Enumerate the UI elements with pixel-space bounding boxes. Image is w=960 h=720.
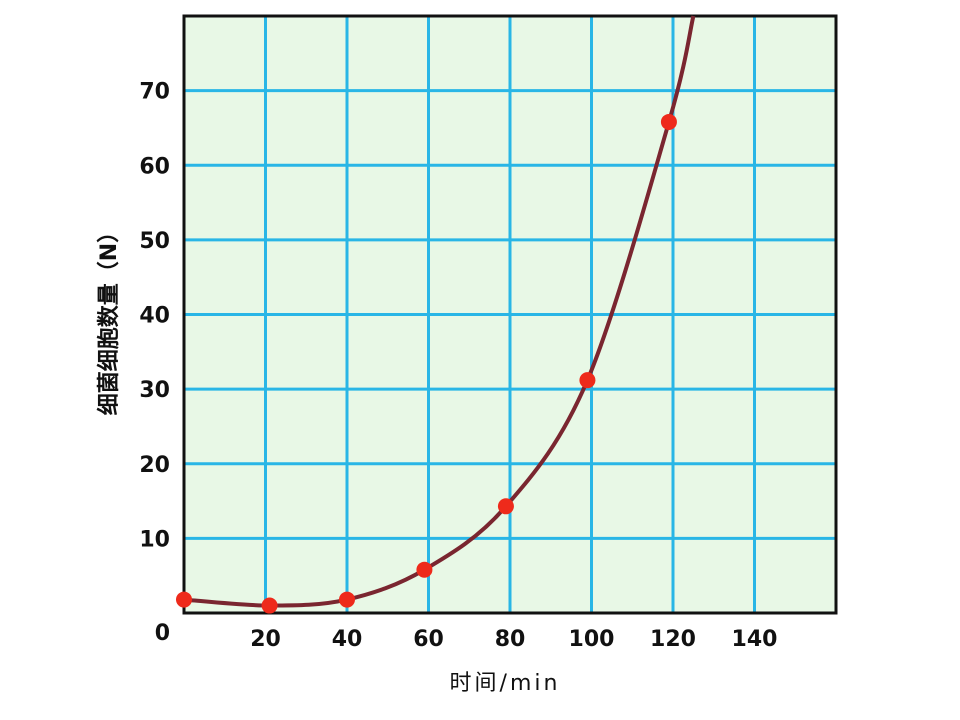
x-tick-label: 20 [250, 627, 281, 652]
y-tick-label: 60 [139, 154, 170, 179]
y-tick-label: 40 [139, 304, 170, 329]
data-point [579, 372, 596, 389]
grid [184, 16, 836, 613]
y-tick-label: 10 [139, 527, 170, 552]
y-tick-labels: 0 10 20 30 40 50 60 70 [139, 80, 170, 646]
x-tick-label: 100 [569, 627, 615, 652]
data-point [261, 597, 278, 614]
y-tick-label: 20 [139, 453, 170, 478]
x-tick-label: 60 [413, 627, 444, 652]
x-tick-labels: 20 40 60 80 100 120 140 [250, 627, 777, 652]
x-tick-label: 140 [732, 627, 778, 652]
x-tick-label: 80 [495, 627, 526, 652]
data-point [497, 498, 514, 515]
data-point [416, 561, 433, 578]
x-tick-label: 40 [332, 627, 363, 652]
data-point [176, 591, 192, 608]
y-tick-label: 0 [155, 621, 170, 646]
x-tick-label: 120 [650, 627, 696, 652]
x-axis-label: 时间/min [450, 671, 561, 696]
y-axis-label: 细菌细胞数量（N） [96, 221, 122, 415]
data-point [339, 591, 355, 608]
y-tick-label: 30 [139, 378, 170, 403]
y-tick-label: 50 [139, 229, 170, 254]
plot-frame [182, 14, 838, 615]
data-point [660, 113, 677, 130]
y-tick-label: 70 [139, 80, 170, 105]
series-markers [176, 113, 677, 614]
